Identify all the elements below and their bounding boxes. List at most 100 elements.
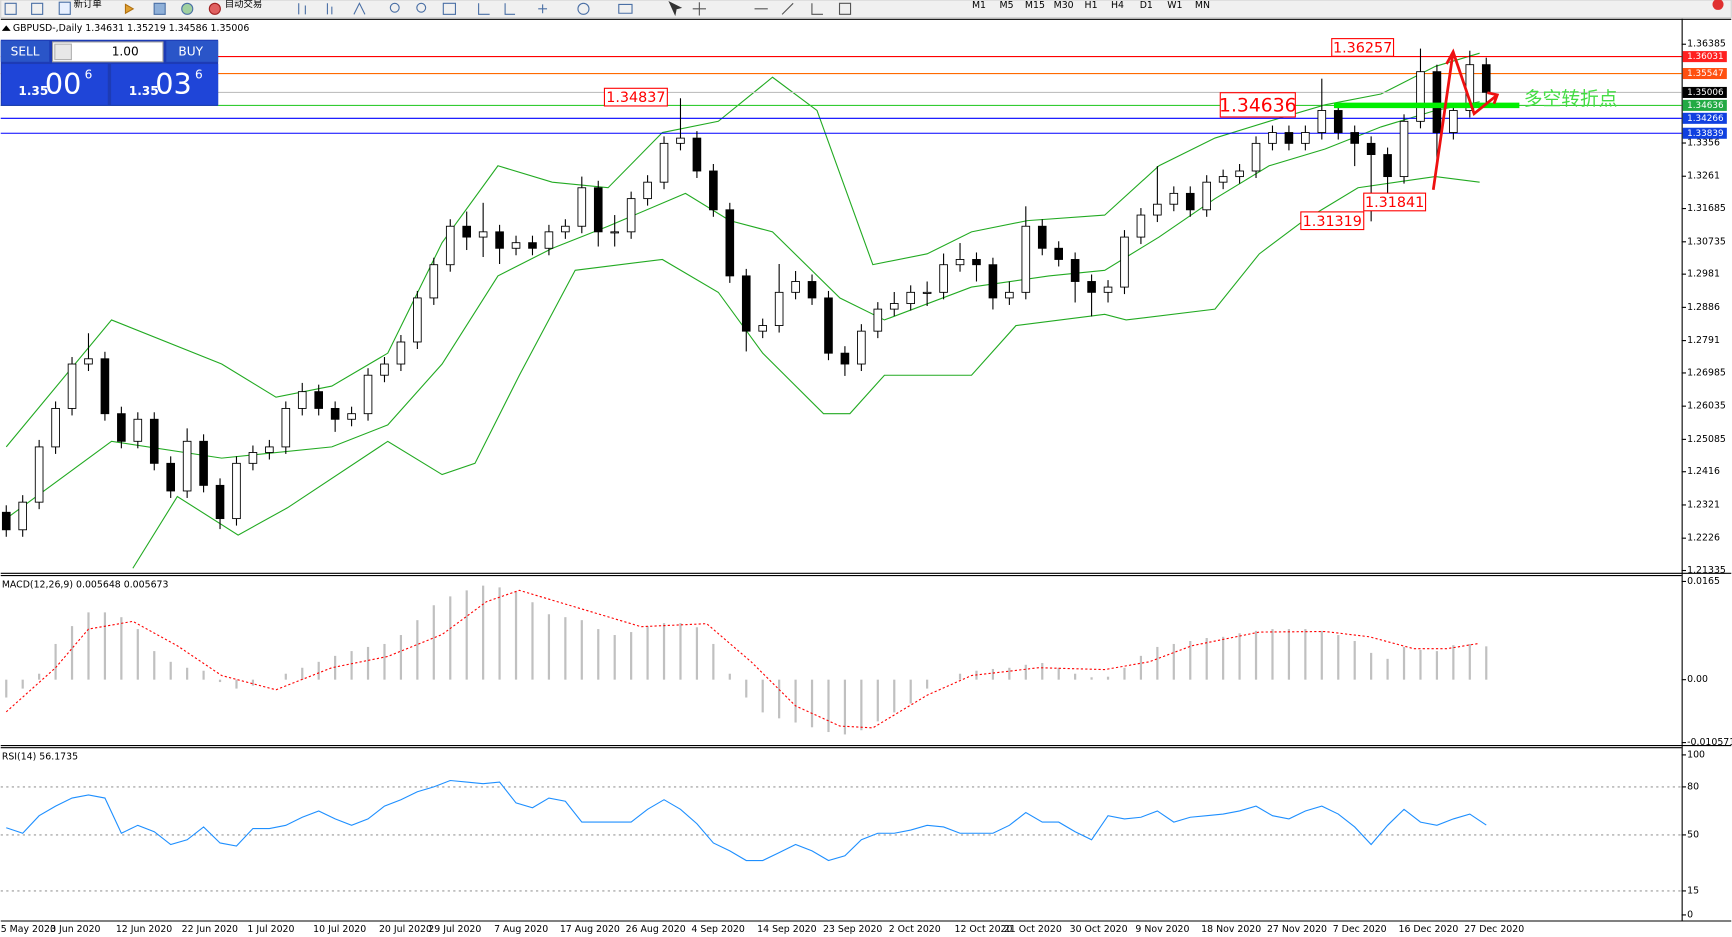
buy-button[interactable]: [166, 40, 219, 62]
y-tick-label: 1.2226: [1687, 533, 1720, 544]
price-tag-label: 1.34636: [1687, 101, 1724, 111]
timeframe-button[interactable]: H1: [1085, 0, 1098, 11]
price-tag-label: 1.35006: [1687, 88, 1724, 98]
annotation: 1.34636: [1219, 95, 1297, 116]
x-tick-label: 3 Jun 2020: [50, 924, 100, 935]
candle-body: [1153, 203, 1162, 216]
timeframe-button[interactable]: D1: [1140, 0, 1153, 11]
candle-body: [297, 391, 307, 409]
icon[interactable]: [4, 2, 17, 15]
y-tick-label: 1.26985: [1687, 367, 1726, 378]
candle-body: [873, 308, 883, 332]
y-tick-label: 1.25085: [1687, 434, 1726, 445]
candle-body: [1218, 176, 1228, 183]
y-tick-label: 1.36385: [1687, 39, 1726, 50]
candle-body: [741, 275, 751, 332]
frames: [0, 18, 1732, 922]
candle-body: [314, 391, 324, 409]
icon[interactable]: [442, 2, 456, 15]
timeframe-button[interactable]: MN: [1195, 0, 1210, 11]
lot-value[interactable]: 1.00: [112, 44, 139, 58]
candle-body: [363, 374, 373, 415]
candle-body: [922, 291, 932, 294]
toolbar-button[interactable]: 新订单: [74, 0, 102, 10]
candle-body: [840, 352, 850, 365]
candle-body: [100, 358, 110, 415]
y-tick-label: 1.2791: [1687, 335, 1720, 346]
candle-body: [1, 511, 11, 531]
candle-body: [725, 209, 735, 277]
candle-body: [857, 330, 866, 365]
signal-line: [5, 589, 1480, 729]
icon[interactable]: [124, 3, 135, 15]
y-tick-label: 1.26035: [1687, 401, 1726, 412]
candle-body: [955, 259, 965, 266]
annotation: 1.31841: [1365, 195, 1424, 211]
candle-body: [544, 231, 554, 249]
timeframe-button[interactable]: W1: [1167, 0, 1182, 11]
candle-body: [643, 181, 652, 200]
buy-price-box[interactable]: [111, 64, 219, 105]
price-tag-label: 1.34266: [1687, 114, 1724, 124]
timeframe-button[interactable]: H4: [1111, 0, 1124, 11]
timeframe-button[interactable]: M15: [1025, 0, 1045, 11]
icon[interactable]: [181, 2, 194, 15]
x-tick-label: 23 Sep 2020: [823, 924, 882, 935]
buy-label[interactable]: BUY: [178, 44, 203, 58]
x-tick-label: 20 Jul 2020: [379, 924, 432, 935]
icon[interactable]: [153, 2, 166, 15]
chart-title: GBPUSD-,Daily 1.34631 1.35219 1.34586 1.…: [13, 23, 249, 34]
candle-body: [889, 303, 899, 310]
alert-icon[interactable]: [1712, 0, 1724, 10]
x-tick-label: 26 Aug 2020: [626, 924, 686, 935]
x-tick-label: 21 Oct 2020: [1004, 924, 1062, 935]
icon[interactable]: [668, 1, 683, 17]
trade-panel: SELL 1.00 BUY 1.35 00 6 1.35 03 6: [0, 39, 219, 106]
timeframe-button[interactable]: M5: [1000, 0, 1014, 11]
collapse-icon[interactable]: [1, 25, 11, 31]
candle-body: [791, 281, 800, 293]
annotation: 1.31319: [1303, 214, 1362, 230]
candle-body: [1120, 236, 1129, 288]
y-tick-label: 0.0165: [1687, 576, 1720, 587]
sell-price-box[interactable]: [1, 64, 108, 105]
icon[interactable]: [692, 2, 852, 16]
lot-field[interactable]: [52, 41, 164, 63]
x-tick-label: 7 Dec 2020: [1333, 924, 1387, 935]
price-tag: [1682, 68, 1727, 80]
candle-body: [676, 137, 685, 144]
icon[interactable]: [416, 2, 427, 13]
icon[interactable]: [478, 2, 633, 15]
price-tag-label: 1.36031: [1687, 52, 1723, 62]
sell-button[interactable]: [0, 40, 50, 62]
timeframe-button[interactable]: M1: [972, 0, 986, 11]
indicator-line: [6, 779, 1487, 862]
icon[interactable]: [389, 2, 400, 13]
icon[interactable]: [31, 2, 44, 15]
x-tick-label: 12 Oct 2020: [955, 924, 1013, 935]
candle-body: [34, 446, 44, 503]
candle-body: [265, 446, 274, 453]
candle-body: [807, 281, 817, 299]
sell-label[interactable]: SELL: [11, 44, 40, 58]
icon[interactable]: [208, 2, 221, 15]
candle-body: [281, 407, 291, 448]
price-tag-label: 1.33839: [1687, 129, 1723, 139]
candle-body: [1350, 132, 1360, 144]
lot-down[interactable]: [54, 43, 72, 61]
timeframe-button[interactable]: M30: [1054, 0, 1074, 11]
candle-body: [199, 440, 208, 486]
bollinger-band: [5, 101, 1480, 520]
y-tick-label: 1.2981: [1687, 269, 1720, 280]
candle-body: [117, 413, 126, 442]
rsi-title: RSI(14) 56.1735: [2, 752, 78, 763]
candle-body: [445, 225, 455, 266]
icon[interactable]: [58, 1, 71, 15]
toolbar-button[interactable]: 自动交易: [225, 0, 263, 10]
candle-body: [1005, 291, 1014, 299]
y-tick-label: 1.2886: [1687, 302, 1720, 313]
icon[interactable]: [298, 2, 366, 15]
y-tick-label: 0: [1687, 909, 1693, 920]
